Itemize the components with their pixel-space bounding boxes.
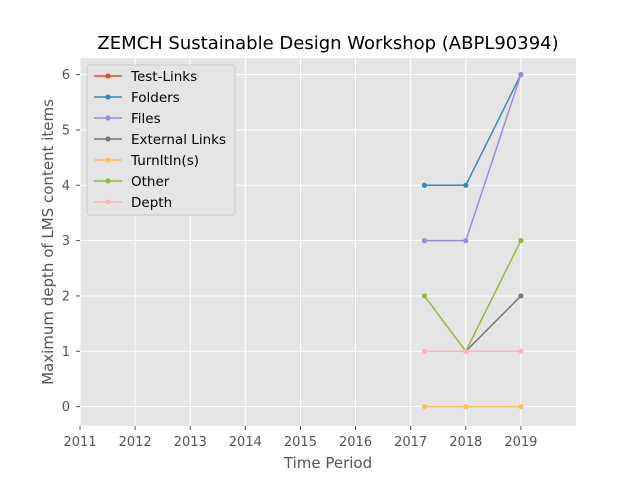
x-tick-label: 2012 <box>119 435 152 450</box>
series-points <box>421 72 524 410</box>
data-point-folders <box>463 182 469 188</box>
legend-label: Other <box>131 174 170 190</box>
data-point-depth <box>421 348 428 354</box>
chart-title: ZEMCH Sustainable Design Workshop (ABPL9… <box>97 33 558 54</box>
legend-label: Files <box>131 111 161 127</box>
y-tick-label: 1 <box>62 345 70 360</box>
x-tick-label: 2014 <box>229 435 262 450</box>
legend-label: Test-Links <box>130 69 197 85</box>
data-point-folders <box>421 182 428 188</box>
y-tick-label: 2 <box>62 289 70 304</box>
y-axis-ticks: 0 1 2 3 4 5 6 <box>62 68 80 415</box>
series-line-external-links <box>465 295 522 352</box>
y-axis-label: Maximum depth of LMS content items <box>39 99 57 385</box>
legend-swatch-marker <box>105 178 111 184</box>
data-point-turnitin-s <box>421 404 428 410</box>
legend-swatch-marker <box>105 157 111 163</box>
data-point-files <box>518 72 524 78</box>
legend-box <box>86 64 236 216</box>
y-tick-label: 6 <box>62 68 70 83</box>
legend-label: TurnItIn(s) <box>130 153 199 169</box>
x-tick-label: 2019 <box>504 435 537 450</box>
x-tick-label: 2018 <box>449 435 482 450</box>
data-point-other <box>421 293 428 299</box>
x-tick-label: 2013 <box>174 435 207 450</box>
data-point-external-links <box>518 293 524 299</box>
legend: Test-Links Folders Files External Links Turn… <box>86 64 236 216</box>
data-point-files <box>463 238 469 244</box>
legend-swatch-marker <box>105 115 111 121</box>
legend-swatch-marker <box>105 136 111 142</box>
legend-label: Depth <box>131 195 172 211</box>
y-tick-label: 0 <box>62 400 70 415</box>
data-point-depth <box>518 348 524 354</box>
legend-label: Folders <box>131 90 180 106</box>
y-tick-label: 4 <box>62 179 70 194</box>
x-axis-ticks: 2011 2012 2013 2014 2015 2016 2017 2018 2019 <box>63 426 537 450</box>
x-tick-label: 2015 <box>284 435 317 450</box>
x-tick-label: 2016 <box>339 435 372 450</box>
legend-label: External Links <box>131 132 226 148</box>
y-tick-label: 3 <box>62 234 70 249</box>
x-tick-label: 2017 <box>394 435 427 450</box>
data-point-turnitin-s <box>518 404 524 410</box>
legend-swatch-marker <box>105 94 111 100</box>
y-tick-label: 5 <box>62 123 70 138</box>
data-point-depth <box>463 348 469 354</box>
x-tick-label: 2011 <box>63 435 96 450</box>
data-point-turnitin-s <box>463 404 469 410</box>
legend-swatch-marker <box>105 199 111 205</box>
x-axis-label: Time Period <box>283 454 372 472</box>
data-point-files <box>421 238 428 244</box>
legend-swatch-marker <box>105 73 111 79</box>
data-point-other <box>518 238 524 244</box>
